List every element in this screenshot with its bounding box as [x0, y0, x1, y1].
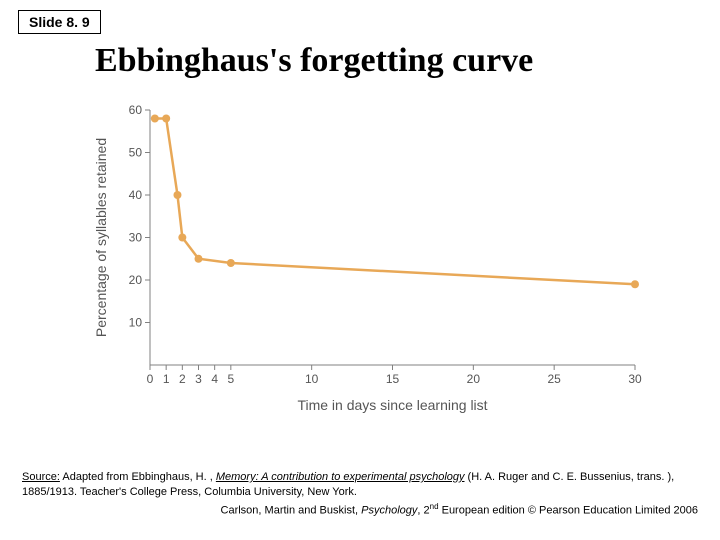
- svg-text:20: 20: [129, 273, 143, 287]
- chart-svg: 10 20 30 40 50 60 012345 10 15 20 25 30 Time in days…: [90, 100, 650, 420]
- svg-text:30: 30: [129, 231, 143, 245]
- credit-b: , 2: [417, 505, 429, 517]
- svg-text:15: 15: [386, 372, 400, 386]
- svg-text:4: 4: [211, 372, 218, 386]
- svg-text:Percentage of syllables retain: Percentage of syllables retained: [93, 138, 109, 337]
- svg-text:10: 10: [129, 316, 143, 330]
- credit-ordinal: nd: [430, 502, 439, 511]
- source-title-ital: Memory: A contribution to experimental p…: [216, 471, 465, 483]
- source-citation: Source: Adapted from Ebbinghaus, H. , Me…: [22, 470, 698, 500]
- svg-text:40: 40: [129, 188, 143, 202]
- svg-text:0: 0: [147, 372, 154, 386]
- svg-text:5: 5: [227, 372, 234, 386]
- credit-c: European edition © Pearson Education Lim…: [439, 505, 698, 517]
- svg-text:25: 25: [547, 372, 561, 386]
- credit-a: Carlson, Martin and Buskist,: [221, 505, 362, 517]
- footer-credit: Carlson, Martin and Buskist, Psychology,…: [22, 502, 698, 517]
- page-title: Ebbinghaus's forgetting curve: [95, 42, 533, 80]
- svg-text:3: 3: [195, 372, 202, 386]
- svg-text:Time in days since learning li: Time in days since learning list: [297, 397, 487, 413]
- svg-text:20: 20: [467, 372, 481, 386]
- svg-text:50: 50: [129, 146, 143, 160]
- forgetting-curve-chart: 10 20 30 40 50 60 012345 10 15 20 25 30 Time in days…: [90, 100, 650, 420]
- source-text-a: Adapted from Ebbinghaus, H. ,: [60, 471, 216, 483]
- svg-text:30: 30: [628, 372, 642, 386]
- svg-text:2: 2: [179, 372, 186, 386]
- svg-text:1: 1: [163, 372, 170, 386]
- credit-book: Psychology: [361, 505, 417, 517]
- source-label: Source:: [22, 471, 60, 483]
- svg-text:10: 10: [305, 372, 319, 386]
- svg-text:60: 60: [129, 103, 143, 117]
- slide-badge: Slide 8. 9: [18, 10, 101, 34]
